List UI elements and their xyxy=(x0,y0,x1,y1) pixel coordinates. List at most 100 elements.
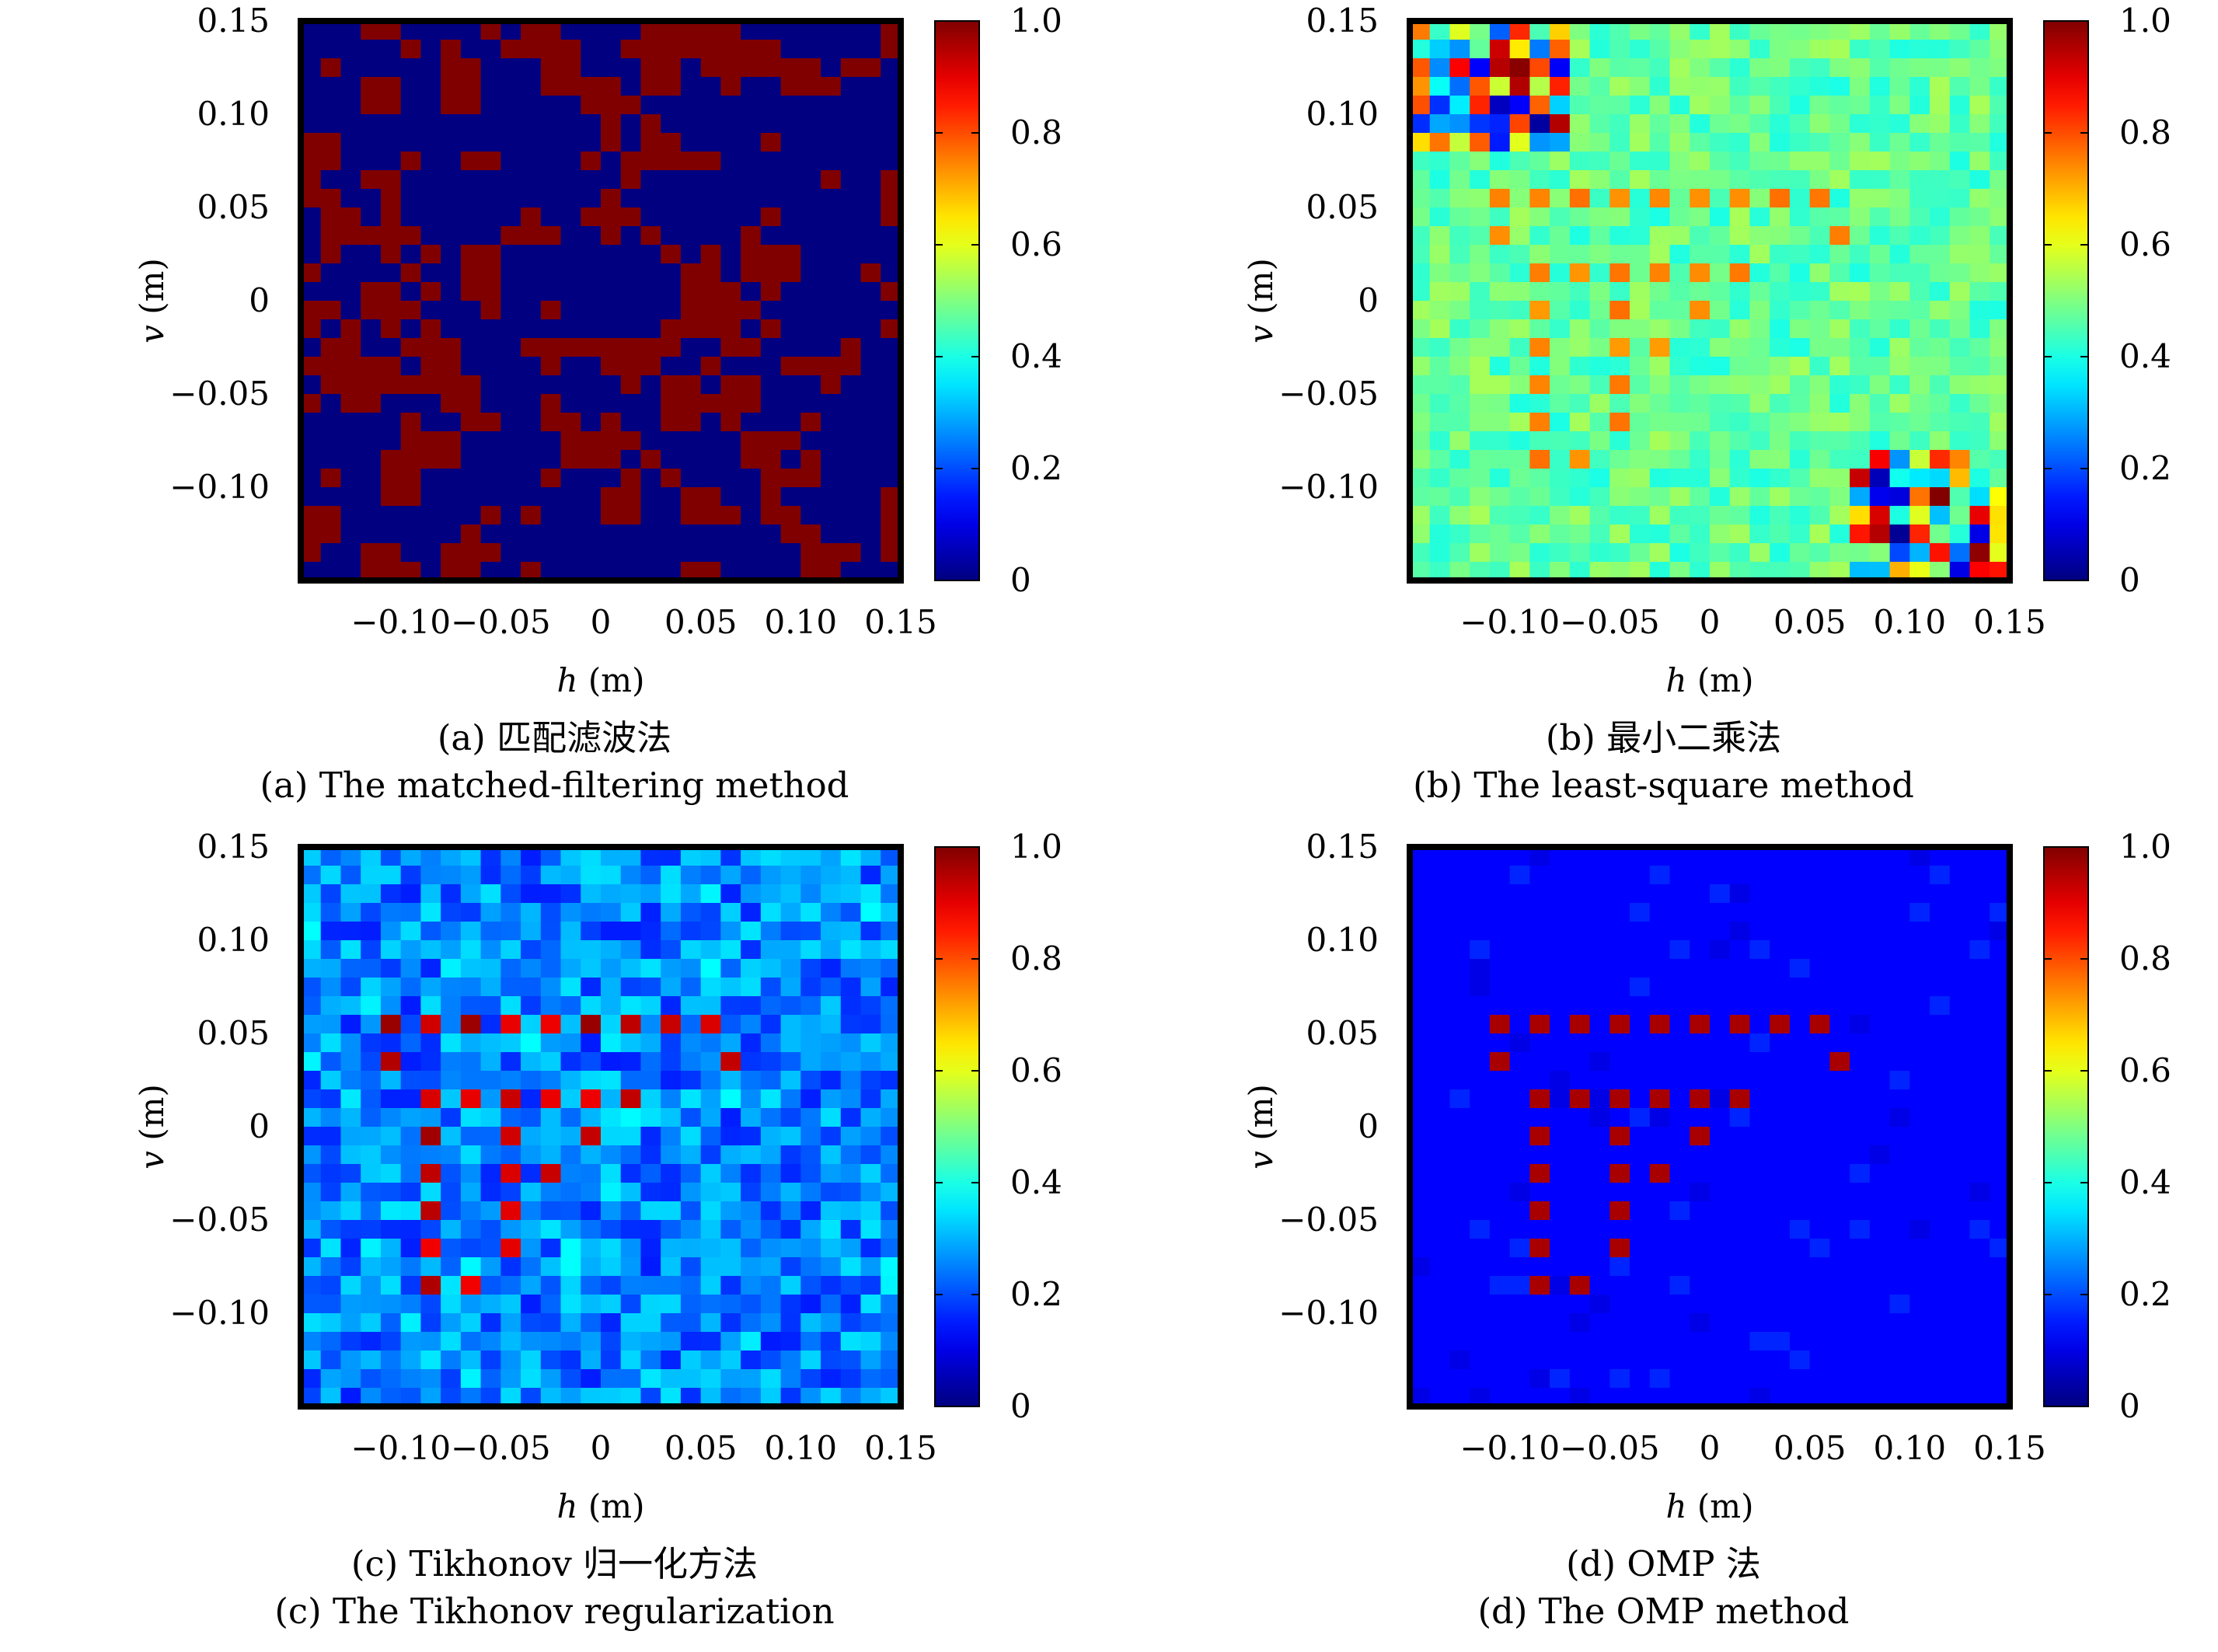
heatmap-cell xyxy=(1770,133,1791,152)
heatmap-cell xyxy=(780,1369,801,1389)
heatmap-cell xyxy=(1470,338,1491,357)
heatmap-cell xyxy=(1609,21,1630,40)
heatmap-cell xyxy=(1630,1015,1651,1034)
heatmap-cell xyxy=(340,394,361,413)
heatmap-cell xyxy=(780,282,801,301)
heatmap-cell xyxy=(1829,207,1850,227)
heatmap-cell xyxy=(1410,1220,1431,1239)
heatmap-cell xyxy=(380,959,402,978)
caption-cn: (b) 最小二乘法 xyxy=(1545,717,1782,758)
heatmap-cell xyxy=(301,282,322,301)
heatmap-cell xyxy=(1710,375,1731,395)
heatmap-cell xyxy=(1669,226,1690,246)
heatmap-cell xyxy=(1789,394,1811,413)
heatmap-cell xyxy=(460,978,482,997)
heatmap-cell xyxy=(1770,263,1791,283)
heatmap-cell xyxy=(1930,1239,1951,1258)
heatmap-cell xyxy=(620,207,642,227)
y-axis-label: v (m) xyxy=(1242,258,1280,343)
heatmap-cell xyxy=(1589,394,1610,413)
heatmap-cell xyxy=(680,847,702,866)
heatmap-cell xyxy=(1889,1369,1910,1389)
heatmap-cell xyxy=(560,543,581,563)
heatmap-cell xyxy=(840,469,862,488)
heatmap-cell xyxy=(720,226,741,246)
heatmap-cell xyxy=(720,1220,741,1239)
heatmap-cell xyxy=(1529,133,1550,152)
heatmap-cell xyxy=(480,207,501,227)
heatmap-cell xyxy=(1869,189,1891,208)
heatmap-cell xyxy=(840,1145,862,1165)
heatmap-cell xyxy=(1809,922,1830,941)
heatmap-cell xyxy=(500,1145,521,1165)
heatmap-cell xyxy=(780,506,801,525)
heatmap-cell xyxy=(1729,922,1751,941)
heatmap-cell xyxy=(1569,1239,1591,1258)
heatmap-cell xyxy=(460,338,482,357)
heatmap-cell xyxy=(1930,375,1951,395)
heatmap-cell xyxy=(1669,959,1690,978)
heatmap-cell xyxy=(1669,1332,1690,1351)
heatmap-cell xyxy=(700,40,721,59)
heatmap-cell xyxy=(1850,58,1871,78)
heatmap-cell xyxy=(301,1033,322,1053)
heatmap-cell xyxy=(1809,884,1830,904)
heatmap-cell xyxy=(700,170,721,190)
heatmap-cell xyxy=(1410,1015,1431,1034)
heatmap-cell xyxy=(1609,319,1630,339)
heatmap-cell xyxy=(1410,375,1431,395)
heatmap-cell xyxy=(1850,375,1871,395)
heatmap-cell xyxy=(560,922,581,941)
heatmap-cell xyxy=(760,1239,782,1258)
colorbar-label: 0.4 xyxy=(1010,1163,1062,1201)
heatmap-cell xyxy=(1949,40,1971,59)
heatmap-cell xyxy=(700,847,721,866)
heatmap-cell xyxy=(340,1332,361,1351)
heatmap-cell xyxy=(441,21,462,40)
y-axis-unit: (m) xyxy=(133,258,171,325)
heatmap-cell xyxy=(860,996,881,1016)
heatmap-cell xyxy=(1829,357,1850,376)
heatmap-cell xyxy=(700,525,721,544)
heatmap-cell xyxy=(741,996,762,1016)
heatmap-cell xyxy=(400,1052,421,1072)
heatmap-cell xyxy=(661,940,682,960)
heatmap-cell xyxy=(760,487,782,507)
y-tick-label: 0 xyxy=(1358,281,1379,319)
heatmap-cell xyxy=(1969,1108,1990,1127)
heatmap-cell xyxy=(1949,1071,1971,1090)
heatmap-cell xyxy=(521,884,542,904)
heatmap-cell xyxy=(1729,282,1751,301)
heatmap-cell xyxy=(1829,903,1850,922)
heatmap-cell xyxy=(720,487,741,507)
heatmap-cell xyxy=(1669,114,1690,134)
heatmap-cell xyxy=(301,487,322,507)
heatmap-cell xyxy=(1609,357,1630,376)
heatmap-cell xyxy=(720,959,741,978)
heatmap-cell xyxy=(821,1351,842,1370)
heatmap-cell xyxy=(1470,375,1491,395)
heatmap-cell xyxy=(1489,884,1511,904)
heatmap-cell xyxy=(540,375,562,395)
heatmap-cell xyxy=(581,959,602,978)
heatmap-cell xyxy=(441,1257,462,1277)
heatmap-cell xyxy=(301,1164,322,1183)
heatmap-cell xyxy=(581,543,602,563)
heatmap-cell xyxy=(1889,959,1910,978)
heatmap-cell xyxy=(1470,996,1491,1016)
heatmap-cell xyxy=(1789,1183,1811,1202)
heatmap-cell xyxy=(1550,77,1571,96)
colorbar-label: 0.2 xyxy=(2119,449,2171,487)
heatmap-cell xyxy=(1869,245,1891,264)
heatmap-cell xyxy=(1410,226,1431,246)
heatmap-cell xyxy=(780,525,801,544)
heatmap-cell xyxy=(1909,1201,1930,1221)
heatmap-cell xyxy=(1669,903,1690,922)
heatmap-cell xyxy=(1609,431,1630,451)
heatmap-cell xyxy=(1589,487,1610,507)
heatmap-cell xyxy=(1770,996,1791,1016)
heatmap-cell xyxy=(700,1183,721,1202)
heatmap-cell xyxy=(1850,1276,1871,1295)
heatmap-cell xyxy=(1649,114,1671,134)
heatmap-cell xyxy=(560,996,581,1016)
